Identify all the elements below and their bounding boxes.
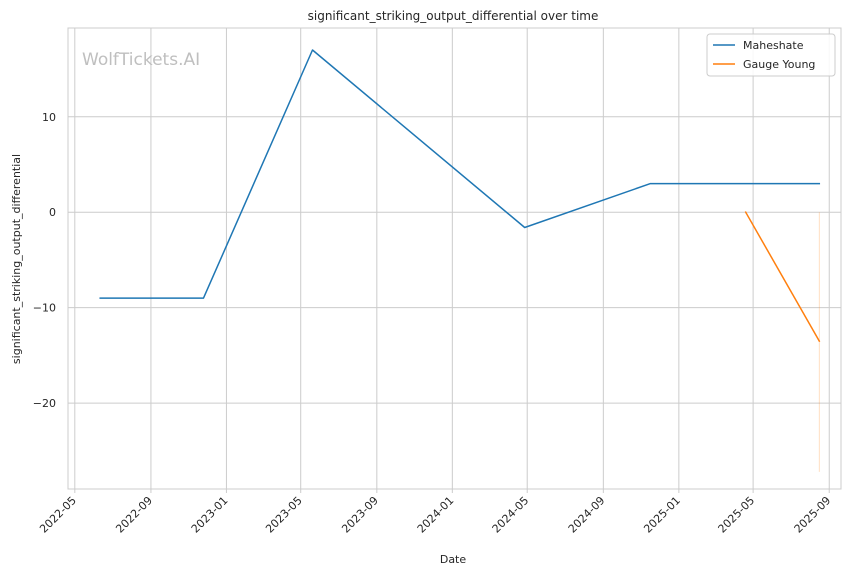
series-layer xyxy=(99,49,821,472)
y-tick-label: −20 xyxy=(33,397,56,410)
y-tick-label: 0 xyxy=(49,206,56,219)
series-line-gauge-young xyxy=(744,211,821,343)
y-tick-label: 10 xyxy=(42,111,56,124)
legend-label: Gauge Young xyxy=(743,58,815,71)
series-line-maheshate xyxy=(99,49,821,299)
y-axis-label: significant_striking_output_differential xyxy=(10,154,23,364)
plot-area-frame xyxy=(67,27,842,490)
y-tick-label: −10 xyxy=(33,302,56,315)
watermark-text: WolfTickets.AI xyxy=(82,50,200,70)
legend-box xyxy=(706,33,836,77)
legend: Maheshate Gauge Young xyxy=(706,33,836,77)
legend-label: Maheshate xyxy=(743,39,804,52)
grid-lines xyxy=(68,28,841,489)
x-axis-label: Date xyxy=(440,553,467,566)
chart-title: significant_striking_output_differential… xyxy=(308,9,599,23)
